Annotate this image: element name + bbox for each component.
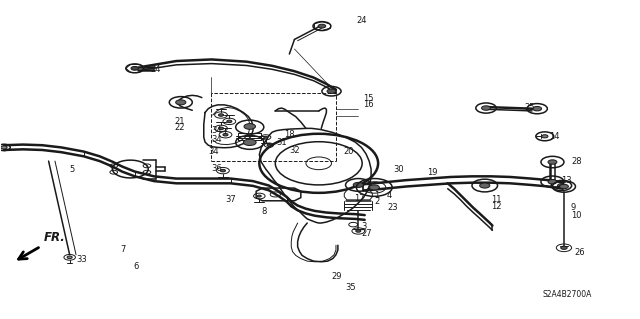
Text: 32: 32 — [289, 146, 300, 155]
Circle shape — [369, 185, 380, 190]
Circle shape — [479, 183, 490, 188]
Text: 26: 26 — [574, 248, 585, 257]
Text: S2A4B2700A: S2A4B2700A — [542, 290, 591, 299]
Circle shape — [561, 246, 567, 249]
Text: 25: 25 — [524, 103, 535, 112]
Text: 28: 28 — [571, 157, 582, 166]
Circle shape — [243, 139, 256, 145]
Circle shape — [220, 169, 225, 172]
Circle shape — [1, 146, 7, 149]
Text: 31: 31 — [276, 138, 287, 147]
Text: 21: 21 — [174, 117, 185, 126]
Text: 17: 17 — [354, 194, 364, 203]
Text: 24: 24 — [150, 65, 161, 74]
Circle shape — [175, 100, 186, 105]
Text: 18: 18 — [284, 130, 294, 139]
Circle shape — [131, 66, 139, 70]
Text: 13: 13 — [561, 176, 572, 185]
Circle shape — [227, 120, 232, 123]
Text: 9: 9 — [571, 203, 576, 212]
Text: 19: 19 — [428, 168, 438, 177]
Text: 29: 29 — [332, 271, 342, 281]
Text: 6: 6 — [134, 262, 139, 271]
Text: 36: 36 — [211, 164, 222, 173]
Circle shape — [257, 195, 261, 197]
Circle shape — [559, 184, 568, 189]
Circle shape — [548, 180, 557, 184]
Circle shape — [557, 184, 565, 188]
Text: 30: 30 — [394, 165, 404, 174]
Text: 4: 4 — [387, 190, 392, 200]
Circle shape — [223, 133, 228, 136]
Text: 23: 23 — [387, 203, 397, 212]
Circle shape — [481, 106, 490, 110]
Text: 34: 34 — [211, 135, 222, 144]
Text: 20: 20 — [344, 147, 354, 156]
Text: 3: 3 — [362, 222, 367, 231]
Circle shape — [541, 135, 548, 138]
Circle shape — [548, 160, 557, 164]
Text: 10: 10 — [571, 211, 582, 220]
Text: 2: 2 — [374, 197, 380, 206]
Text: 15: 15 — [363, 94, 373, 103]
Text: 27: 27 — [362, 229, 372, 238]
Text: FR.: FR. — [44, 231, 66, 244]
Circle shape — [67, 256, 72, 259]
Circle shape — [327, 89, 336, 93]
Text: 34: 34 — [211, 126, 222, 135]
Circle shape — [267, 144, 271, 146]
Circle shape — [244, 123, 255, 129]
Circle shape — [218, 127, 223, 130]
Text: 5: 5 — [70, 165, 75, 174]
Circle shape — [264, 136, 268, 138]
Text: 22: 22 — [174, 123, 185, 132]
Circle shape — [356, 230, 361, 232]
Text: 33: 33 — [76, 255, 87, 264]
Text: 1: 1 — [374, 190, 380, 200]
Text: 14: 14 — [548, 132, 559, 141]
Circle shape — [218, 114, 223, 116]
Text: 12: 12 — [491, 202, 502, 211]
Text: 24: 24 — [356, 16, 367, 25]
Text: 34: 34 — [208, 147, 219, 156]
Circle shape — [318, 24, 326, 28]
Circle shape — [353, 182, 364, 188]
Text: 8: 8 — [261, 207, 267, 216]
Text: 35: 35 — [346, 283, 356, 292]
Text: 37: 37 — [225, 195, 236, 204]
Text: 7: 7 — [121, 245, 126, 254]
Text: 11: 11 — [491, 195, 502, 204]
Circle shape — [532, 107, 541, 111]
Text: 16: 16 — [363, 100, 373, 109]
